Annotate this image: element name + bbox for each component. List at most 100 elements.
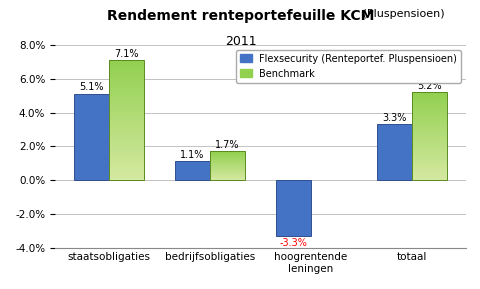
Bar [108,156,144,158]
Bar [209,151,245,180]
Bar [108,112,144,114]
Bar [209,174,245,175]
Bar [108,174,144,176]
Bar [108,122,144,124]
Bar [411,140,446,142]
Bar [209,155,245,156]
Bar [209,172,245,173]
Bar [411,113,446,114]
Bar [411,92,446,94]
Bar [411,139,446,140]
Bar [209,164,245,165]
Bar [411,149,446,151]
Bar [411,158,446,160]
Bar [108,100,144,102]
Bar [108,168,144,170]
Bar [411,107,446,108]
Bar [108,60,144,180]
Bar [411,125,446,126]
Bar [411,177,446,179]
Bar [411,147,446,148]
Bar [411,164,446,165]
Bar [209,160,245,161]
Bar [108,138,144,140]
Bar [108,172,144,174]
Text: 7.1%: 7.1% [114,49,139,58]
Bar [411,116,446,117]
Bar [209,162,245,163]
Bar [209,153,245,154]
Bar [411,174,446,176]
Bar [411,136,446,138]
Bar [411,123,446,125]
Bar [411,171,446,173]
Bar [108,178,144,180]
Bar [108,64,144,66]
Bar [411,142,446,143]
Bar [108,98,144,100]
Bar [108,158,144,160]
Bar [411,160,446,161]
Bar [108,94,144,96]
Bar [108,96,144,98]
Bar [209,175,245,176]
Bar [209,161,245,162]
Text: -3.3%: -3.3% [279,238,307,248]
Bar [108,104,144,106]
Bar [411,145,446,147]
Bar [108,86,144,88]
Bar [209,165,245,166]
Bar [108,90,144,92]
Bar [108,76,144,78]
Bar [108,116,144,118]
Bar [411,157,446,158]
Bar [108,170,144,172]
Bar [108,160,144,162]
Bar [108,150,144,152]
Bar [108,162,144,164]
Bar [73,94,108,180]
Bar [108,166,144,168]
Bar [411,126,446,127]
Bar [108,144,144,146]
Bar [108,74,144,76]
Bar [411,170,446,171]
Bar [209,168,245,169]
Bar [209,163,245,164]
Bar [411,94,446,95]
Bar [209,159,245,160]
Bar [209,170,245,171]
Bar [108,70,144,72]
Bar [411,162,446,164]
Bar [108,148,144,150]
Bar [209,173,245,174]
Bar [411,129,446,130]
Bar [108,146,144,148]
Bar [209,158,245,159]
Bar [108,88,144,90]
Bar [108,164,144,166]
Bar [108,114,144,116]
Bar [108,152,144,154]
Bar [275,180,310,236]
Bar [411,148,446,149]
Bar [411,104,446,105]
Bar [108,136,144,138]
Bar [411,138,446,139]
Legend: Flexsecurity (Renteportef. Pluspensioen), Benchmark: Flexsecurity (Renteportef. Pluspensioen)… [236,50,460,83]
Bar [174,162,209,180]
Bar [411,133,446,135]
Bar [411,161,446,162]
Bar [209,176,245,177]
Bar [108,140,144,142]
Bar [411,114,446,116]
Text: (Pluspensioen): (Pluspensioen) [358,9,444,19]
Text: Rendement renteportefeuille KCM: Rendement renteportefeuille KCM [107,9,373,23]
Text: 5.2%: 5.2% [417,81,441,90]
Bar [411,165,446,167]
Bar [108,154,144,156]
Bar [108,84,144,86]
Bar [108,124,144,126]
Bar [411,110,446,111]
Bar [411,176,446,177]
